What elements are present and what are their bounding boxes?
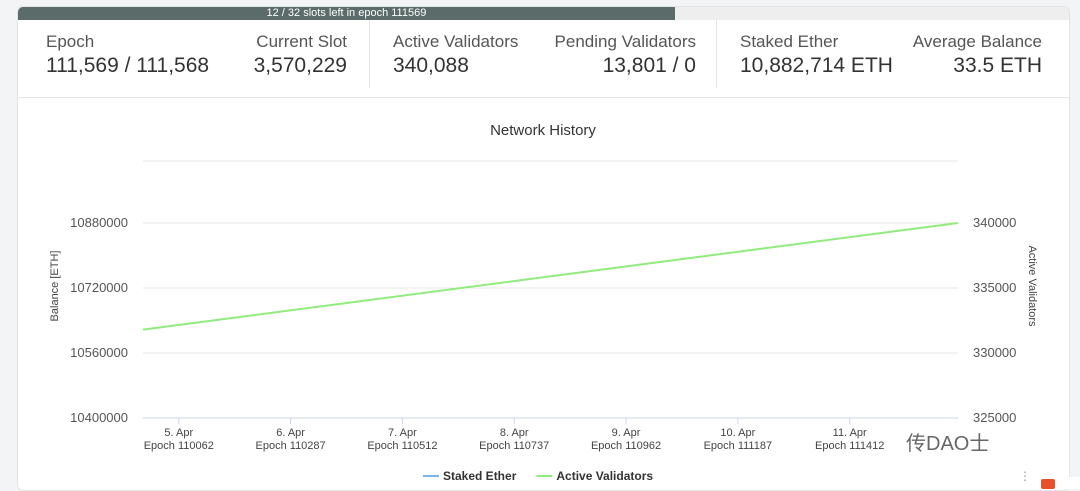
corner-badge	[1040, 477, 1080, 489]
x-tick-date: 5. Apr	[164, 427, 193, 439]
stat-epoch-label: Epoch	[46, 32, 95, 51]
grid-lines	[143, 160, 958, 419]
x-tick-date: 10. Apr	[720, 427, 755, 439]
brand-logo-icon	[1041, 479, 1055, 489]
stats-group-epoch: Epoch 111,569 / 111,568 Current Slot 3,5…	[18, 20, 368, 88]
series-layer	[142, 222, 959, 331]
more-options-icon[interactable]: ⋮	[1019, 470, 1031, 488]
stat-pending-validators-value: 13,801 / 0	[602, 54, 696, 77]
watermark-text: 传DAO士	[906, 432, 989, 455]
x-tick-epoch: Epoch 110512	[367, 440, 437, 452]
legend-item-label: Active Validators	[556, 469, 653, 483]
stat-average-balance-label: Average Balance	[912, 32, 1042, 51]
x-tick-date: 9. Apr	[612, 427, 641, 439]
x-tick-date: 6. Apr	[276, 427, 305, 439]
stats-group-validators: Active Validators 340,088 Pending Valida…	[369, 20, 716, 88]
stat-active-validators-value: 340,088	[393, 54, 469, 77]
stat-current-slot-label: Current Slot	[256, 32, 347, 51]
y-left-ticks: 10880000 10720000 10560000 10400000	[70, 215, 128, 425]
y-right-ticks: 340000 335000 330000 325000	[973, 215, 1016, 425]
chart-legend: Staked Ether Active Validators	[423, 469, 653, 483]
stat-epoch-value: 111,569 / 111,568	[46, 54, 210, 77]
stats-group-ether: Staked Ether 10,882,714 ETH Average Bala…	[716, 20, 1069, 88]
series-line-active-validators	[142, 222, 959, 331]
stat-staked-ether-value: 10,882,714 ETH	[740, 54, 893, 77]
network-history-chart: Network History 10880000 10720000 10560000…	[18, 98, 1069, 490]
chart-title: Network History	[490, 122, 596, 139]
x-tick-date: 7. Apr	[388, 427, 417, 439]
y-right-tick-label: 330000	[973, 345, 1016, 360]
y-left-tick-label: 10880000	[70, 215, 128, 230]
stat-current-slot-value: 3,570,229	[253, 54, 347, 77]
right-axis-label: Active Validators	[1026, 245, 1038, 327]
left-axis-label: Balance [ETH]	[49, 251, 61, 322]
stat-average-balance-value: 33.5 ETH	[953, 54, 1042, 77]
x-tick-epoch: Epoch 110737	[479, 440, 549, 452]
y-left-tick-label: 10720000	[70, 280, 128, 295]
x-tick-epoch: Epoch 111187	[704, 440, 773, 452]
y-left-tick-label: 10400000	[70, 410, 128, 425]
x-tick-date: 11. Apr	[833, 427, 867, 439]
epoch-progress-fill	[18, 7, 675, 20]
stats-row: Epoch 111,569 / 111,568 Current Slot 3,5…	[18, 20, 1069, 98]
x-tick-epoch: Epoch 111412	[815, 440, 884, 452]
x-tick-date: 8. Apr	[500, 427, 529, 439]
x-tick-epoch: Epoch 110287	[256, 440, 326, 452]
y-right-tick-label: 340000	[973, 215, 1016, 230]
x-tick-epoch: Epoch 110062	[144, 440, 214, 452]
chart-svg: Network History 10880000 10720000 10560000…	[49, 122, 1038, 483]
network-stats-card: 12 / 32 slots left in epoch 111569 Epoch…	[17, 6, 1070, 491]
stat-pending-validators-label: Pending Validators	[554, 32, 696, 51]
x-tick-epoch: Epoch 110962	[591, 440, 661, 452]
epoch-progress-bar: 12 / 32 slots left in epoch 111569	[18, 7, 1069, 20]
legend-item-label: Staked Ether	[443, 469, 517, 483]
y-left-tick-label: 10560000	[70, 345, 128, 360]
y-right-tick-label: 335000	[973, 280, 1016, 295]
epoch-progress-label: 12 / 32 slots left in epoch 111569	[266, 7, 427, 19]
stat-staked-ether-label: Staked Ether	[740, 32, 839, 51]
y-right-tick-label: 325000	[973, 410, 1016, 425]
stat-active-validators-label: Active Validators	[393, 32, 519, 51]
